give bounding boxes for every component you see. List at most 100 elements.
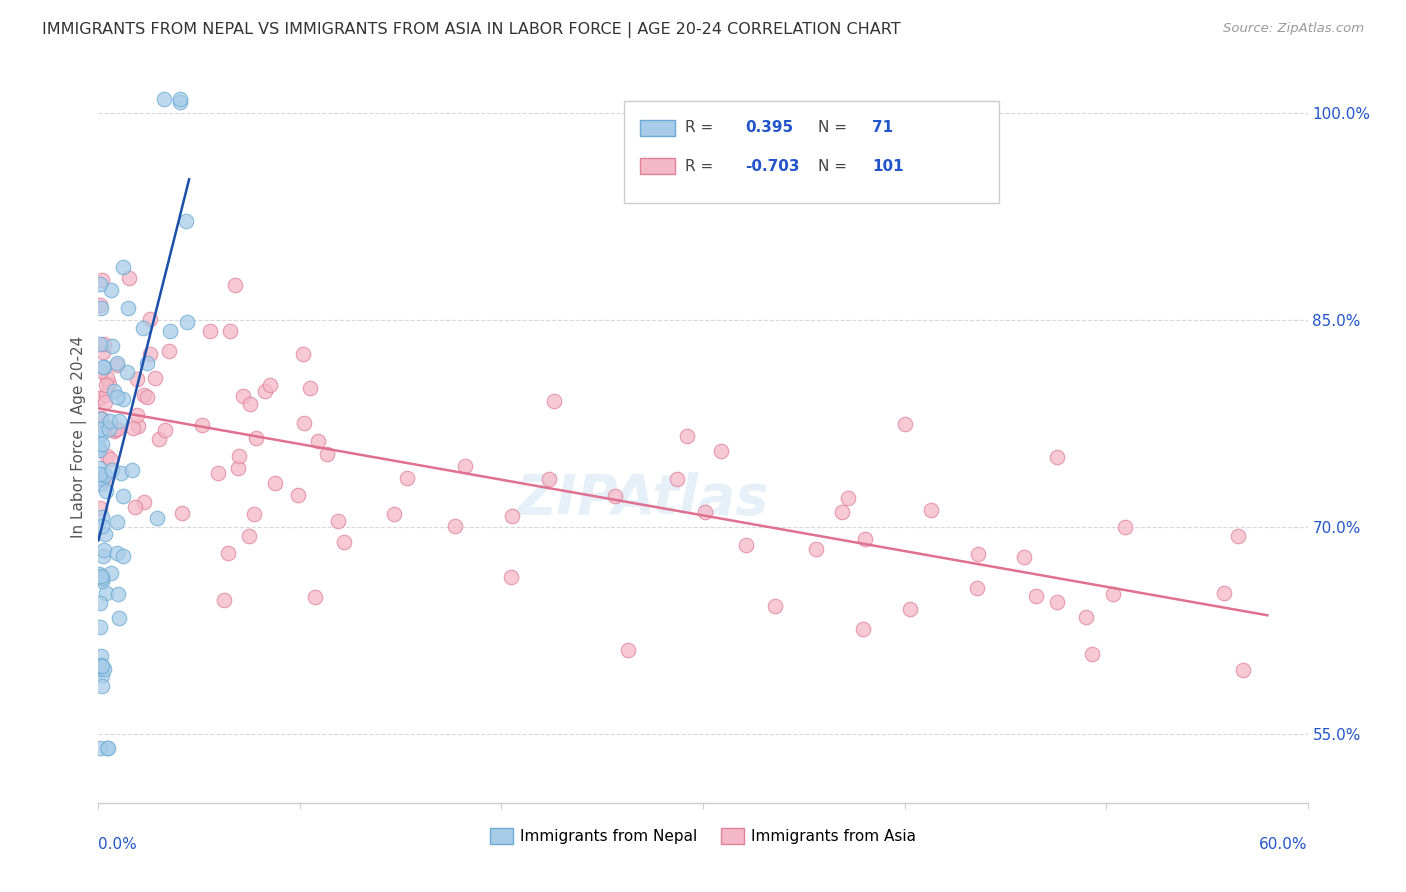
Point xyxy=(91,345,114,359)
Point xyxy=(98,414,121,428)
Bar xyxy=(640,159,675,175)
Point xyxy=(90,570,112,584)
Point xyxy=(89,500,111,515)
Point xyxy=(94,468,117,483)
Text: 60.0%: 60.0% xyxy=(1260,838,1308,852)
Point xyxy=(87,442,110,457)
Point xyxy=(139,347,162,361)
Point xyxy=(1101,587,1123,601)
Point xyxy=(105,356,128,370)
Point xyxy=(90,422,112,436)
Point xyxy=(136,356,159,370)
Point xyxy=(105,546,128,560)
Point xyxy=(112,489,135,503)
Point xyxy=(103,422,125,436)
Point xyxy=(93,662,115,676)
Point xyxy=(103,424,125,438)
Point xyxy=(101,339,124,353)
Point xyxy=(920,503,942,517)
Point xyxy=(107,587,129,601)
Point xyxy=(174,214,197,228)
Point xyxy=(90,679,112,693)
Point xyxy=(125,372,148,386)
Point xyxy=(89,471,111,485)
Text: 101: 101 xyxy=(872,159,904,174)
Point xyxy=(98,377,121,392)
Point xyxy=(91,549,114,563)
Point xyxy=(966,581,988,595)
Text: 0.395: 0.395 xyxy=(745,120,793,136)
Point xyxy=(94,585,117,599)
Point xyxy=(603,490,626,504)
Point xyxy=(239,396,262,410)
Point xyxy=(89,740,111,755)
Point xyxy=(224,278,246,293)
Point xyxy=(304,591,326,605)
Text: R =: R = xyxy=(685,159,718,174)
Point xyxy=(217,546,239,560)
Point xyxy=(89,467,111,481)
Point xyxy=(90,568,112,582)
Point xyxy=(89,460,111,475)
Point xyxy=(894,417,917,432)
Point xyxy=(315,447,337,461)
Point xyxy=(103,384,125,398)
Point xyxy=(1080,647,1102,661)
Text: R =: R = xyxy=(685,120,718,136)
Y-axis label: In Labor Force | Age 20-24: In Labor Force | Age 20-24 xyxy=(72,336,87,538)
Point xyxy=(97,422,120,436)
Text: 71: 71 xyxy=(872,120,893,136)
Point xyxy=(90,426,112,441)
Point xyxy=(91,360,114,375)
Point xyxy=(105,515,128,529)
Point xyxy=(501,570,523,584)
Point xyxy=(169,92,191,106)
Point xyxy=(127,419,149,434)
Point xyxy=(118,271,141,285)
Point xyxy=(90,657,112,672)
Point xyxy=(96,387,118,401)
Point xyxy=(710,443,733,458)
Point xyxy=(734,538,756,552)
Point xyxy=(87,662,110,676)
Point xyxy=(159,324,181,338)
Point xyxy=(1074,610,1097,624)
Point xyxy=(93,418,115,433)
Point xyxy=(101,463,124,477)
Point xyxy=(105,358,128,372)
Point xyxy=(110,466,132,480)
Point xyxy=(100,284,122,298)
Point xyxy=(852,622,875,636)
Point xyxy=(94,483,117,498)
Point xyxy=(97,740,120,755)
Point xyxy=(117,301,139,315)
Point xyxy=(115,365,138,379)
Text: IMMIGRANTS FROM NEPAL VS IMMIGRANTS FROM ASIA IN LABOR FORCE | AGE 20-24 CORRELA: IMMIGRANTS FROM NEPAL VS IMMIGRANTS FROM… xyxy=(42,22,901,38)
Point xyxy=(292,416,315,430)
Point xyxy=(89,298,111,312)
Point xyxy=(96,740,118,755)
Point xyxy=(253,384,276,399)
Point xyxy=(100,566,122,580)
Point xyxy=(93,337,115,351)
Point xyxy=(91,519,114,533)
Point xyxy=(132,321,155,335)
Point xyxy=(1012,550,1035,565)
Point xyxy=(804,542,827,557)
Point xyxy=(1025,589,1047,603)
Point xyxy=(96,371,118,385)
Point xyxy=(328,514,350,528)
Point xyxy=(90,364,112,378)
Point xyxy=(298,381,321,395)
Point xyxy=(382,507,405,521)
Point xyxy=(198,324,221,338)
Point xyxy=(1046,595,1069,609)
Point xyxy=(395,471,418,485)
Point xyxy=(191,418,214,433)
Point xyxy=(228,461,250,475)
Point xyxy=(89,391,111,405)
Point xyxy=(665,472,688,486)
Point xyxy=(170,506,193,520)
Point xyxy=(693,505,716,519)
Point xyxy=(90,659,112,673)
